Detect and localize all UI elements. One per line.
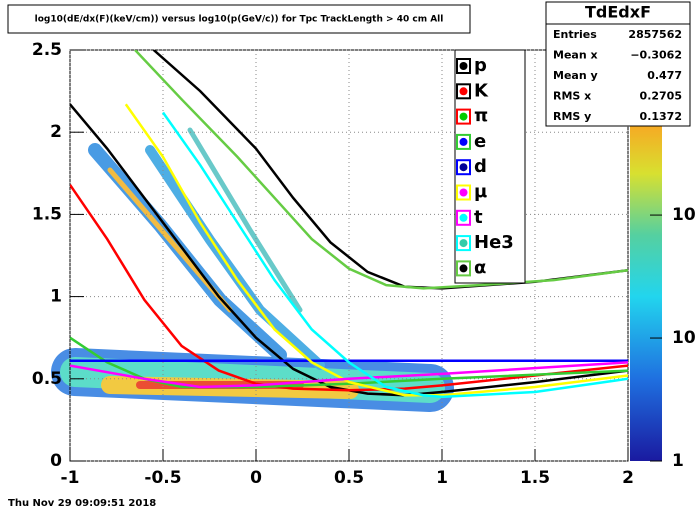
y-tick-label: 2 [50, 122, 62, 142]
x-tick-label: 0 [250, 468, 262, 488]
x-tick-label: 1 [436, 468, 448, 488]
y-tick-label: 2.5 [32, 40, 62, 60]
y-tick-label: 0 [50, 451, 62, 471]
legend-marker [459, 163, 468, 172]
legend-marker [459, 213, 468, 222]
legend-marker [459, 239, 468, 248]
legend-marker [459, 188, 468, 197]
stats-label: RMS y [553, 110, 591, 123]
x-tick-label: 2 [622, 468, 634, 488]
y-tick-label: 1 [50, 287, 62, 307]
legend-label: μ [474, 182, 487, 203]
legend-label: e [474, 131, 486, 152]
legend-marker [459, 62, 468, 70]
chart-title: log10(dE/dx(F)(keV/cm)) versus log10(p(G… [35, 15, 444, 25]
stats-label: Mean y [553, 69, 598, 82]
legend-label: p [474, 55, 487, 76]
z-tick-label: 10 [672, 205, 696, 225]
legend-label: t [474, 207, 483, 228]
legend-marker [459, 264, 468, 273]
title-box [7, 4, 471, 34]
stats-value: −0.3062 [630, 49, 682, 62]
stats-label: RMS x [553, 90, 591, 103]
footer-date: Thu Nov 29 09:09:51 2018 [8, 498, 156, 509]
x-tick-label: -1 [61, 468, 80, 488]
legend-label: π [474, 106, 488, 127]
stats-value: 2857562 [628, 28, 682, 41]
stats-label: Mean x [553, 49, 598, 62]
series-line [70, 361, 628, 389]
legend-label: He3 [474, 232, 514, 253]
stats-box [545, 1, 691, 127]
series-line [70, 103, 628, 397]
y-tick-label: 0.5 [32, 369, 62, 389]
x-tick-label: 1.5 [520, 468, 550, 488]
legend-label: α [474, 257, 486, 278]
series-line [161, 111, 628, 399]
stats-value: 0.1372 [640, 110, 682, 123]
series-group [70, 50, 628, 399]
legend-marker [459, 87, 468, 96]
legend-label: d [474, 156, 487, 177]
legend-marker [459, 137, 468, 146]
series-line [124, 103, 628, 397]
y-tick-label: 1.5 [32, 204, 62, 224]
legend-marker [459, 112, 468, 121]
x-tick-label: -0.5 [144, 468, 181, 488]
z-tick-label: 1 [672, 451, 684, 471]
stats-value: 0.2705 [640, 90, 682, 103]
z-tick-label: 10 [672, 328, 696, 348]
x-tick-label: 0.5 [334, 468, 364, 488]
stats-value: 0.477 [647, 69, 682, 82]
stats-label: Entries [553, 28, 597, 41]
legend-label: K [474, 80, 489, 101]
stats-title: TdEdxF [585, 3, 651, 22]
